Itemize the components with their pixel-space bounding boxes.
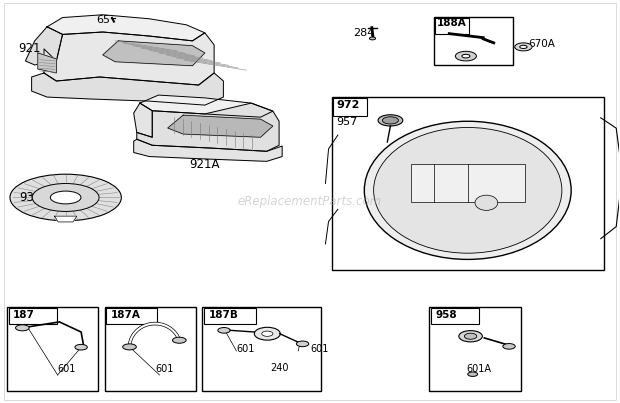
Polygon shape [168,115,273,137]
Text: 188A: 188A [437,18,467,28]
Polygon shape [137,103,279,151]
Bar [107,308,157,324]
Ellipse shape [503,343,515,349]
Text: 601A: 601A [466,364,492,374]
Ellipse shape [383,117,399,124]
Ellipse shape [123,344,136,350]
Text: 958: 958 [436,310,457,320]
Text: 957: 957 [336,117,357,127]
Ellipse shape [374,127,562,253]
Ellipse shape [459,330,482,342]
Bar [434,17,513,65]
Text: 284: 284 [353,28,374,38]
Text: 670A: 670A [528,39,555,49]
Text: 601: 601 [311,344,329,354]
Bar [7,307,99,391]
Ellipse shape [262,331,273,337]
Ellipse shape [218,328,230,333]
Text: eReplacementParts.com: eReplacementParts.com [238,195,382,208]
Ellipse shape [515,43,532,51]
Ellipse shape [520,45,527,48]
Bar [105,307,196,391]
Polygon shape [38,53,56,73]
Ellipse shape [365,121,571,260]
Ellipse shape [172,337,186,343]
Ellipse shape [475,195,498,210]
Bar [333,98,367,116]
Text: 930: 930 [19,191,42,204]
Text: 187A: 187A [111,310,141,320]
Polygon shape [134,103,153,137]
Ellipse shape [378,115,403,126]
Polygon shape [44,32,214,85]
Text: 601: 601 [156,364,174,374]
Polygon shape [55,216,77,222]
Ellipse shape [10,174,122,221]
Bar [202,307,321,391]
Polygon shape [103,41,205,66]
Text: 972: 972 [336,100,360,110]
Polygon shape [32,73,223,105]
Text: 187: 187 [13,310,35,320]
Ellipse shape [455,51,476,61]
Ellipse shape [296,341,309,347]
Bar [9,308,57,324]
Ellipse shape [254,327,280,340]
Bar [332,97,604,270]
Ellipse shape [464,333,477,339]
Text: 601: 601 [236,344,255,354]
Polygon shape [134,139,282,161]
Text: 921A: 921A [189,158,220,171]
Bar [435,18,469,33]
Text: 187B: 187B [208,310,239,320]
Ellipse shape [370,37,376,40]
Text: 65: 65 [97,15,110,25]
Text: 240: 240 [270,363,289,373]
Ellipse shape [16,325,29,331]
Polygon shape [47,15,205,41]
Text: 601: 601 [58,364,76,374]
Ellipse shape [75,345,87,350]
Ellipse shape [462,54,470,58]
Ellipse shape [32,183,99,212]
Ellipse shape [467,372,477,376]
Bar [204,308,256,324]
Bar [432,308,479,324]
Bar [430,307,521,391]
Bar [411,164,525,202]
Ellipse shape [50,191,81,204]
Polygon shape [25,27,63,65]
Text: 921: 921 [18,42,40,55]
Polygon shape [140,95,273,117]
